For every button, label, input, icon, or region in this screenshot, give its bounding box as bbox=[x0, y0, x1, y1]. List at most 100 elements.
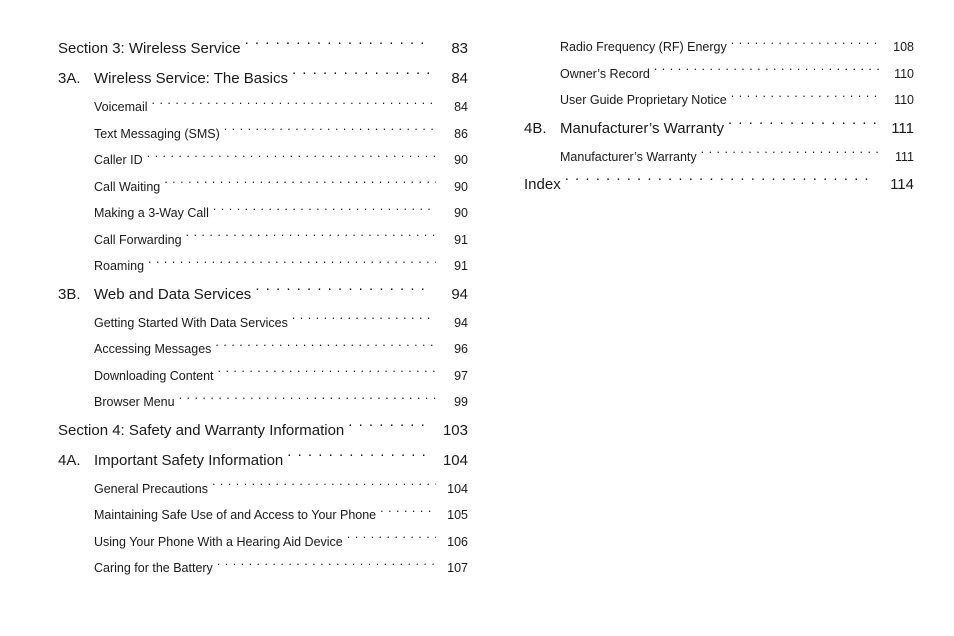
toc-sub-label: User Guide Proprietary Notice bbox=[560, 89, 727, 112]
toc-sub-label: Manufacturer’s Warranty bbox=[560, 146, 697, 169]
toc-sub-row: Making a 3-Way Call 90 bbox=[58, 202, 468, 225]
toc-sub-label: Browser Menu bbox=[94, 391, 175, 414]
toc-leader bbox=[292, 314, 436, 327]
toc-page-number: 91 bbox=[440, 229, 468, 252]
toc-leader bbox=[224, 125, 436, 138]
toc-leader bbox=[347, 533, 436, 546]
toc-column-left: Section 3: Wireless Service 83 3A.Wireless… bbox=[58, 36, 468, 636]
toc-section-label: Index bbox=[524, 172, 561, 198]
toc-page-number: 107 bbox=[440, 557, 468, 580]
toc-sub-row: User Guide Proprietary Notice 110 bbox=[524, 89, 914, 112]
toc-sub-row: Maintaining Safe Use of and Access to Yo… bbox=[58, 504, 468, 527]
toc-sub-label: Roaming bbox=[94, 255, 144, 278]
toc-page-number: 114 bbox=[880, 172, 914, 198]
toc-page-number: 99 bbox=[440, 391, 468, 414]
toc-sub-row: General Precautions 104 bbox=[58, 478, 468, 501]
toc-page-number: 105 bbox=[440, 504, 468, 527]
toc-leader bbox=[292, 68, 430, 83]
toc-sub-label: Radio Frequency (RF) Energy bbox=[560, 36, 727, 59]
toc-leader bbox=[654, 65, 882, 78]
toc-section-row: 3A.Wireless Service: The Basics 84 bbox=[58, 66, 468, 92]
toc-section-label: Wireless Service: The Basics bbox=[94, 66, 288, 92]
toc-leader bbox=[287, 450, 430, 465]
toc-sub-row: Caring for the Battery 107 bbox=[58, 557, 468, 580]
toc-leader bbox=[148, 258, 436, 271]
toc-page-number: 83 bbox=[434, 36, 468, 62]
toc-page-number: 111 bbox=[880, 116, 914, 142]
toc-page-number: 104 bbox=[440, 478, 468, 501]
toc-sub-label: Using Your Phone With a Hearing Aid Devi… bbox=[94, 531, 343, 554]
toc-sub-label: Accessing Messages bbox=[94, 338, 211, 361]
toc-section-prefix: 3B. bbox=[58, 282, 94, 308]
toc-sub-label: Owner’s Record bbox=[560, 63, 650, 86]
toc-section-label: Section 3: Wireless Service bbox=[58, 36, 241, 62]
toc-leader bbox=[255, 284, 430, 299]
toc-leader bbox=[701, 148, 882, 161]
toc-sub-label: Call Forwarding bbox=[94, 229, 182, 252]
toc-leader bbox=[217, 560, 436, 573]
toc-page-number: 97 bbox=[440, 365, 468, 388]
toc-leader bbox=[731, 39, 882, 52]
toc-column-right: Radio Frequency (RF) Energy 108 Owner’s Re… bbox=[524, 36, 914, 636]
toc-section-prefix: 3A. bbox=[58, 66, 94, 92]
toc-sub-row: Caller ID90 bbox=[58, 149, 468, 172]
toc-page-number: 84 bbox=[434, 66, 468, 92]
toc-sub-row: Call Forwarding 91 bbox=[58, 229, 468, 252]
toc-page-number: 111 bbox=[886, 146, 914, 169]
toc-sub-label: Caring for the Battery bbox=[94, 557, 213, 580]
toc-leader bbox=[565, 174, 876, 189]
toc-page-number: 96 bbox=[440, 338, 468, 361]
toc-sub-label: Voicemail bbox=[94, 96, 148, 119]
toc-sub-row: Using Your Phone With a Hearing Aid Devi… bbox=[58, 531, 468, 554]
toc-leader bbox=[186, 231, 436, 244]
toc-page-number: 90 bbox=[440, 149, 468, 172]
toc-sub-label: Making a 3-Way Call bbox=[94, 202, 209, 225]
toc-page-number: 94 bbox=[434, 282, 468, 308]
toc-sub-row: Call Waiting 90 bbox=[58, 176, 468, 199]
toc-leader bbox=[215, 341, 436, 354]
toc-section-label: Important Safety Information bbox=[94, 448, 283, 474]
toc-section-row: Section 4: Safety and Warranty Informati… bbox=[58, 418, 468, 444]
toc-sub-label: Text Messaging (SMS) bbox=[94, 123, 220, 146]
toc-sub-label: Call Waiting bbox=[94, 176, 160, 199]
toc-sub-row: Browser Menu 99 bbox=[58, 391, 468, 414]
toc-sub-row: Downloading Content 97 bbox=[58, 365, 468, 388]
toc-sub-label: Downloading Content bbox=[94, 365, 214, 388]
toc-section-label: Web and Data Services bbox=[94, 282, 251, 308]
toc-sub-row: Manufacturer’s Warranty 111 bbox=[524, 146, 914, 169]
toc-page-number: 106 bbox=[440, 531, 468, 554]
toc-sub-row: Roaming 91 bbox=[58, 255, 468, 278]
toc-leader bbox=[147, 152, 436, 165]
toc-leader bbox=[164, 178, 436, 191]
toc-leader bbox=[218, 367, 436, 380]
toc-page-number: 91 bbox=[440, 255, 468, 278]
toc-section-prefix: 4A. bbox=[58, 448, 94, 474]
toc-section-row: Index 114 bbox=[524, 172, 914, 198]
toc-sub-label: Getting Started With Data Services bbox=[94, 312, 288, 335]
toc-page-number: 84 bbox=[440, 96, 468, 119]
toc-page-number: 86 bbox=[440, 123, 468, 146]
toc-leader bbox=[348, 420, 430, 435]
toc-sub-row: Text Messaging (SMS) 86 bbox=[58, 123, 468, 146]
toc-sub-label: General Precautions bbox=[94, 478, 208, 501]
toc-leader bbox=[728, 118, 876, 133]
toc-leader bbox=[152, 99, 437, 112]
toc-sub-row: Radio Frequency (RF) Energy 108 bbox=[524, 36, 914, 59]
toc-section-row: 4A.Important Safety Information 104 bbox=[58, 448, 468, 474]
toc-page-number: 108 bbox=[886, 36, 914, 59]
toc-leader bbox=[245, 38, 430, 53]
toc-page: Section 3: Wireless Service 83 3A.Wireless… bbox=[0, 0, 954, 636]
toc-page-number: 110 bbox=[886, 89, 914, 112]
toc-section-row: 4B.Manufacturer’s Warranty 111 bbox=[524, 116, 914, 142]
toc-sub-row: Accessing Messages 96 bbox=[58, 338, 468, 361]
toc-page-number: 94 bbox=[440, 312, 468, 335]
toc-section-label: Manufacturer’s Warranty bbox=[560, 116, 724, 142]
toc-section-label: Section 4: Safety and Warranty Informati… bbox=[58, 418, 344, 444]
toc-leader bbox=[380, 507, 436, 520]
toc-page-number: 104 bbox=[434, 448, 468, 474]
toc-page-number: 90 bbox=[440, 202, 468, 225]
toc-page-number: 110 bbox=[886, 63, 914, 86]
toc-leader bbox=[179, 394, 436, 407]
toc-section-prefix: 4B. bbox=[524, 116, 560, 142]
toc-page-number: 90 bbox=[440, 176, 468, 199]
